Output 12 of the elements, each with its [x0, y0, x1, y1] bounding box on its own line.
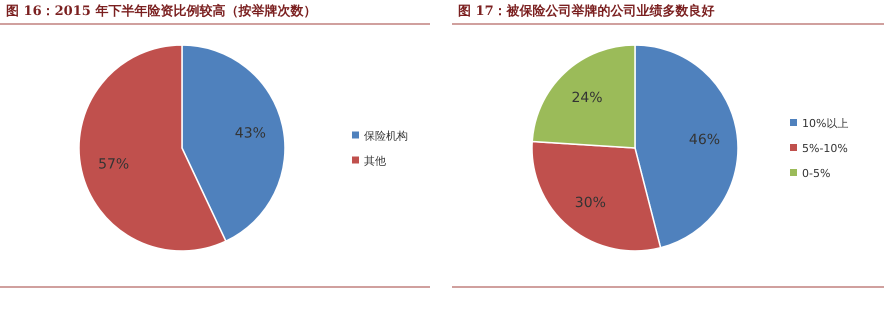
chart-title: 图 17：被保险公司举牌的公司业绩多数良好: [458, 3, 715, 19]
data-label: 46%: [688, 132, 720, 148]
data-label: 43%: [234, 126, 266, 142]
data-label: 57%: [98, 156, 130, 172]
legend-label: 0-5%: [802, 167, 830, 180]
legend-label: 5%-10%: [802, 142, 848, 155]
data-label: 30%: [574, 194, 606, 211]
legend-label: 保险机构: [364, 130, 408, 142]
legend-label: 其他: [364, 154, 386, 168]
data-label: 24%: [571, 90, 603, 106]
chart-title: 图 16：2015 年下半年险资比例较高（按举牌次数）: [6, 3, 316, 19]
legend-label: 10%以上: [802, 117, 848, 130]
